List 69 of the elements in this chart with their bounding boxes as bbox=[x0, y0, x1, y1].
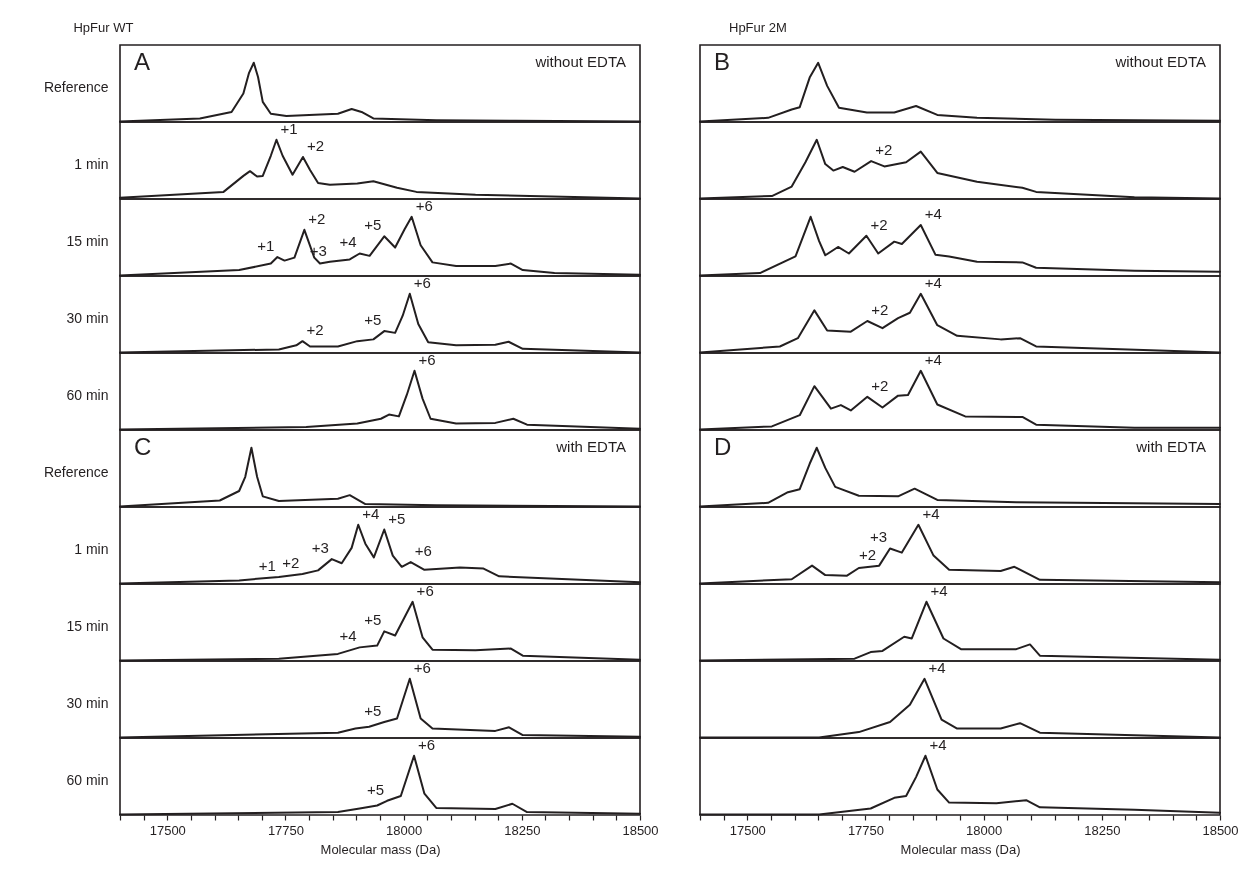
annotation: +5 bbox=[364, 702, 382, 720]
annotation: +4 bbox=[928, 658, 946, 676]
y-axis-title: Reference bbox=[43, 463, 109, 480]
annotation: without EDTA bbox=[534, 53, 626, 70]
annotation: +6 bbox=[415, 196, 433, 214]
annotation: +4 bbox=[339, 627, 357, 645]
annotation: +4 bbox=[924, 273, 942, 291]
annotation: +1 bbox=[258, 556, 276, 574]
x-tick-label: 18250 bbox=[1084, 822, 1121, 838]
y-axis-title: 30 min bbox=[66, 694, 109, 711]
annotation: with EDTA bbox=[1135, 438, 1206, 455]
annotation: C bbox=[134, 433, 152, 460]
x-tick-label: 18500 bbox=[622, 822, 659, 838]
annotation: +1 bbox=[280, 119, 298, 137]
annotation: D bbox=[714, 433, 732, 460]
chart-title: HpFur WT bbox=[73, 20, 134, 35]
annotation: +2 bbox=[308, 209, 326, 227]
chart-title: HpFur 2M bbox=[729, 20, 787, 35]
annotation: +4 bbox=[929, 735, 947, 753]
y-axis-title: 1 min bbox=[74, 540, 109, 557]
annotation: +1 bbox=[257, 237, 275, 255]
annotation: A bbox=[134, 48, 151, 75]
y-axis-title: Reference bbox=[43, 78, 109, 95]
annotation: with EDTA bbox=[555, 438, 626, 455]
annotation: +5 bbox=[364, 216, 382, 234]
y-axis-title: 1 min bbox=[74, 155, 109, 172]
annotation: +2 bbox=[871, 301, 889, 319]
annotation: +6 bbox=[418, 350, 436, 368]
x-tick-label: 17750 bbox=[847, 822, 885, 838]
x-axis-title: Molecular mass (Da) bbox=[900, 841, 1021, 857]
annotation: +2 bbox=[306, 136, 325, 154]
annotation: +2 bbox=[871, 376, 889, 394]
annotation: +6 bbox=[413, 658, 431, 676]
x-tick-label: 18250 bbox=[504, 822, 541, 838]
annotation: +6 bbox=[416, 581, 434, 599]
annotation: +5 bbox=[364, 311, 382, 329]
annotation: without EDTA bbox=[1114, 53, 1206, 70]
y-axis-title: 30 min bbox=[66, 309, 109, 326]
annotation: +5 bbox=[388, 509, 406, 527]
annotation: +4 bbox=[924, 205, 942, 223]
x-tick-label: 17500 bbox=[729, 822, 766, 838]
x-tick-label: 18000 bbox=[386, 822, 423, 838]
annotation: +6 bbox=[414, 542, 432, 560]
x-tick-label: 17750 bbox=[267, 822, 305, 838]
annotation: +4 bbox=[339, 233, 357, 251]
annotation: +4 bbox=[922, 504, 940, 522]
annotation: +2 bbox=[282, 553, 300, 571]
x-tick-label: 17500 bbox=[149, 822, 186, 838]
annotation: +3 bbox=[311, 539, 329, 557]
annotation: +5 bbox=[364, 611, 382, 629]
annotation: +4 bbox=[924, 350, 942, 368]
annotation: +4 bbox=[362, 504, 380, 522]
annotation: +6 bbox=[413, 273, 431, 291]
annotation: +2 bbox=[875, 141, 893, 159]
x-axis-title: Molecular mass (Da) bbox=[320, 841, 441, 857]
x-tick-label: 18000 bbox=[966, 822, 1003, 838]
y-axis-title: 60 min bbox=[66, 386, 109, 403]
annotation: +3 bbox=[869, 528, 888, 546]
y-axis-title: 15 min bbox=[66, 232, 109, 249]
annotation: +2 bbox=[870, 215, 888, 233]
annotation: +5 bbox=[366, 780, 385, 798]
annotation: B bbox=[714, 48, 731, 75]
annotation: +4 bbox=[930, 581, 948, 599]
annotation: +6 bbox=[418, 735, 436, 753]
y-axis-title: 15 min bbox=[66, 617, 109, 634]
annotation: +2 bbox=[859, 545, 877, 563]
y-axis-title: 60 min bbox=[66, 771, 109, 788]
x-tick-label: 18500 bbox=[1202, 822, 1239, 838]
annotation: +2 bbox=[306, 321, 324, 339]
